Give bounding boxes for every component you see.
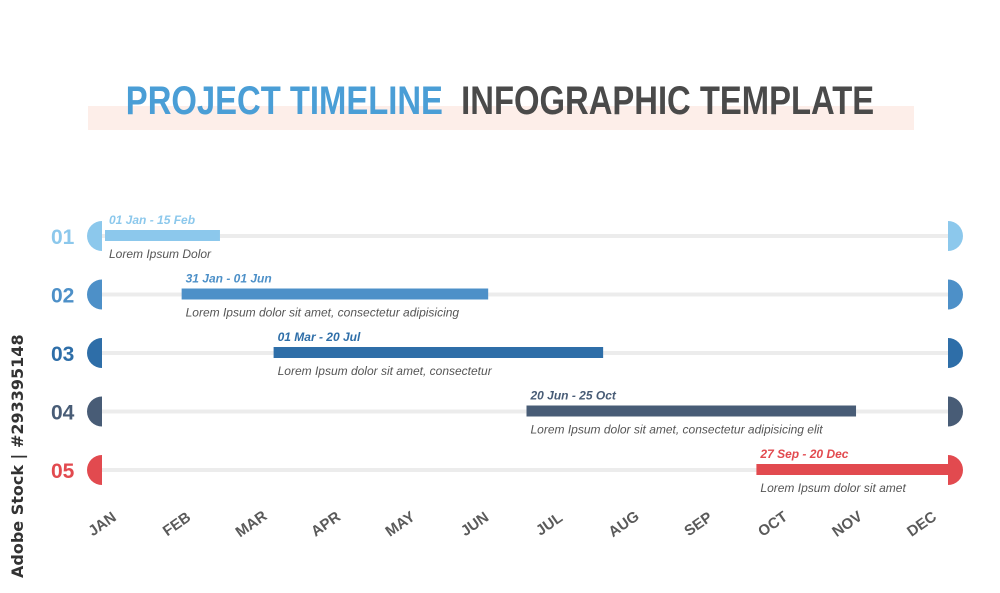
left-cap <box>87 221 102 251</box>
task-row: 05 27 Sep - 20 Dec Lorem Ipsum dolor sit a… <box>51 447 963 495</box>
watermark-text: Adobe Stock | #293395148 <box>8 334 27 578</box>
month-label: MAR <box>233 507 271 541</box>
row-number: 04 <box>51 402 75 425</box>
month-label: FEB <box>160 509 194 540</box>
title-part-1: PROJECT TIMELINE <box>125 79 443 123</box>
row-number: 03 <box>51 343 74 366</box>
month-label: JUN <box>458 509 492 540</box>
row-number: 02 <box>51 285 74 308</box>
right-cap <box>948 338 963 368</box>
task-row: 03 01 Mar - 20 Jul Lorem Ipsum dolor sit a… <box>51 330 963 378</box>
row-number: 05 <box>51 460 75 483</box>
right-cap <box>948 396 964 427</box>
month-label: JAN <box>85 509 119 540</box>
month-label: APR <box>308 508 344 540</box>
task-description: Lorem Ipsum dolor sit amet <box>760 481 906 495</box>
task-description: Lorem Ipsum dolor sit amet, consectetur … <box>531 423 824 437</box>
date-label: 01 Mar - 20 Jul <box>278 330 361 344</box>
task-description: Lorem Ipsum dolor sit amet, consectetur <box>278 364 493 378</box>
row-number: 01 <box>51 226 75 249</box>
left-cap <box>87 455 102 485</box>
task-bar <box>181 288 489 300</box>
month-axis: JAN FEB MAR APR MAY JUN JUL AUG SEP OCT NOV DEC <box>85 507 940 541</box>
title-part-2: INFOGRAPHIC TEMPLATE <box>461 79 875 123</box>
task-rows: 01 01 Jan - 15 Feb Lorem Ipsum Dolor 02 31 J… <box>51 213 964 495</box>
date-label: 31 Jan - 01 Jun <box>186 272 272 286</box>
right-cap <box>948 455 963 485</box>
task-row: 01 01 Jan - 15 Feb Lorem Ipsum Dolor <box>51 213 963 261</box>
right-cap <box>948 279 964 310</box>
left-cap <box>87 279 102 310</box>
date-label: 20 Jun - 25 Oct <box>530 389 617 403</box>
left-cap <box>87 396 102 427</box>
title-highlight-band <box>88 106 914 130</box>
date-label: 01 Jan - 15 Feb <box>109 213 195 227</box>
task-bar <box>756 464 948 475</box>
task-bar <box>526 405 857 417</box>
task-description: Lorem Ipsum Dolor <box>109 247 212 261</box>
date-label: 27 Sep - 20 Dec <box>759 447 848 461</box>
page-title: PROJECT TIMELINE INFOGRAPHIC TEMPLATE <box>90 76 910 126</box>
month-label: DEC <box>904 508 940 540</box>
left-cap <box>87 338 102 368</box>
task-bar <box>105 230 220 241</box>
month-label: OCT <box>755 508 791 540</box>
month-label: SEP <box>681 509 715 540</box>
task-row: 04 20 Jun - 25 Oct Lorem Ipsum dolor sit a… <box>51 389 964 437</box>
task-row: 02 31 Jan - 01 Jun Lorem Ipsum dolor sit a… <box>51 272 964 320</box>
month-label: JUL <box>533 509 566 539</box>
month-label: AUG <box>605 508 642 541</box>
right-cap <box>948 221 963 251</box>
month-label: MAY <box>382 508 418 540</box>
task-description: Lorem Ipsum dolor sit amet, consectetur … <box>186 306 460 320</box>
task-bar <box>273 347 604 358</box>
month-label: NOV <box>829 508 865 541</box>
